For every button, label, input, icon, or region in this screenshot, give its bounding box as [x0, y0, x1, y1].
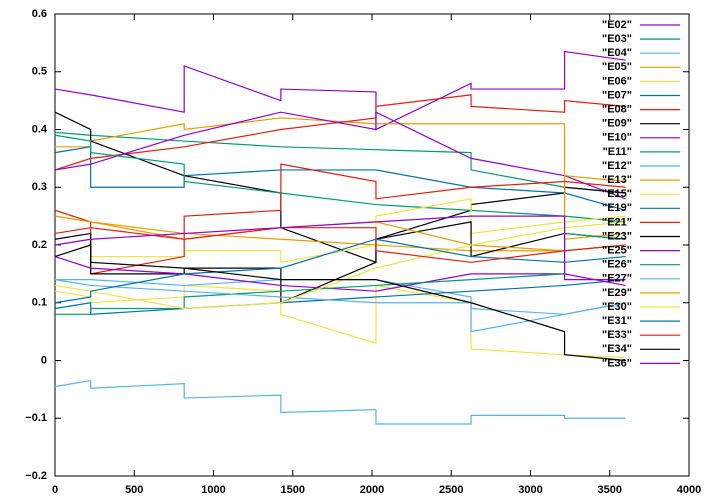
x-tick-label: 1500 — [281, 484, 305, 496]
legend-label: "E11" — [603, 146, 632, 158]
series-line — [54, 146, 626, 211]
y-tick-label: −0.2 — [25, 470, 47, 482]
legend-label: "E04" — [602, 47, 632, 59]
series-line — [54, 284, 626, 359]
y-tick-label: 0.2 — [32, 239, 47, 251]
legend-label: "E05" — [602, 61, 632, 73]
y-tick-label: 0.4 — [32, 123, 48, 135]
legend-label: "E09" — [602, 118, 632, 130]
legend-label: "E26" — [602, 259, 632, 271]
legend-label: "E34" — [602, 343, 632, 355]
legend-label: "E15" — [602, 188, 632, 200]
series-line — [54, 221, 626, 310]
legend-label: "E31" — [602, 315, 632, 327]
legend-label: "E06" — [602, 75, 632, 87]
legend-label: "E36" — [602, 357, 632, 369]
series-line — [54, 232, 626, 362]
legend-label: "E27" — [602, 273, 632, 285]
series-line — [54, 131, 626, 194]
series-line — [54, 134, 626, 223]
legend-label: "E25" — [602, 245, 632, 257]
y-tick-label: 0.5 — [32, 66, 47, 78]
series-line — [54, 227, 626, 263]
legend-label: "E23" — [602, 230, 632, 242]
series-line — [54, 380, 626, 425]
y-tick-label: 0 — [41, 354, 47, 366]
legend-label: "E07" — [602, 89, 632, 101]
legend-label: "E21" — [602, 216, 632, 228]
legend-label: "E08" — [602, 104, 632, 116]
legend-label: "E02" — [602, 19, 632, 31]
y-tick-label: 0.3 — [32, 181, 47, 193]
series-line — [55, 117, 626, 240]
x-tick-label: 0 — [52, 484, 58, 496]
series-line — [54, 94, 626, 171]
x-tick-label: 3500 — [598, 484, 622, 496]
x-tick-label: 1000 — [201, 484, 225, 496]
series-line — [54, 238, 626, 304]
legend-label: "E12" — [602, 160, 632, 172]
series-line — [54, 111, 626, 200]
x-tick-label: 4000 — [677, 484, 701, 496]
series-line — [54, 215, 626, 281]
legend-label: "E33" — [602, 329, 632, 341]
legend-label: "E29" — [602, 287, 632, 299]
y-tick-label: −0.1 — [25, 412, 47, 424]
y-tick-label: 0.1 — [32, 297, 47, 309]
series-line — [54, 279, 626, 315]
legend-label: "E30" — [602, 301, 632, 313]
x-tick-label: 2500 — [439, 484, 463, 496]
legend-label: "E19" — [602, 202, 632, 214]
series-line — [54, 50, 626, 131]
legend-label: "E10" — [602, 132, 632, 144]
legend-label: "E13" — [602, 174, 632, 186]
x-tick-label: 3000 — [518, 484, 542, 496]
y-tick-label: 0.6 — [32, 8, 47, 20]
x-tick-label: 500 — [125, 484, 143, 496]
x-tick-label: 2000 — [360, 484, 384, 496]
series-line — [54, 163, 626, 275]
legend-label: "E03" — [602, 33, 632, 45]
